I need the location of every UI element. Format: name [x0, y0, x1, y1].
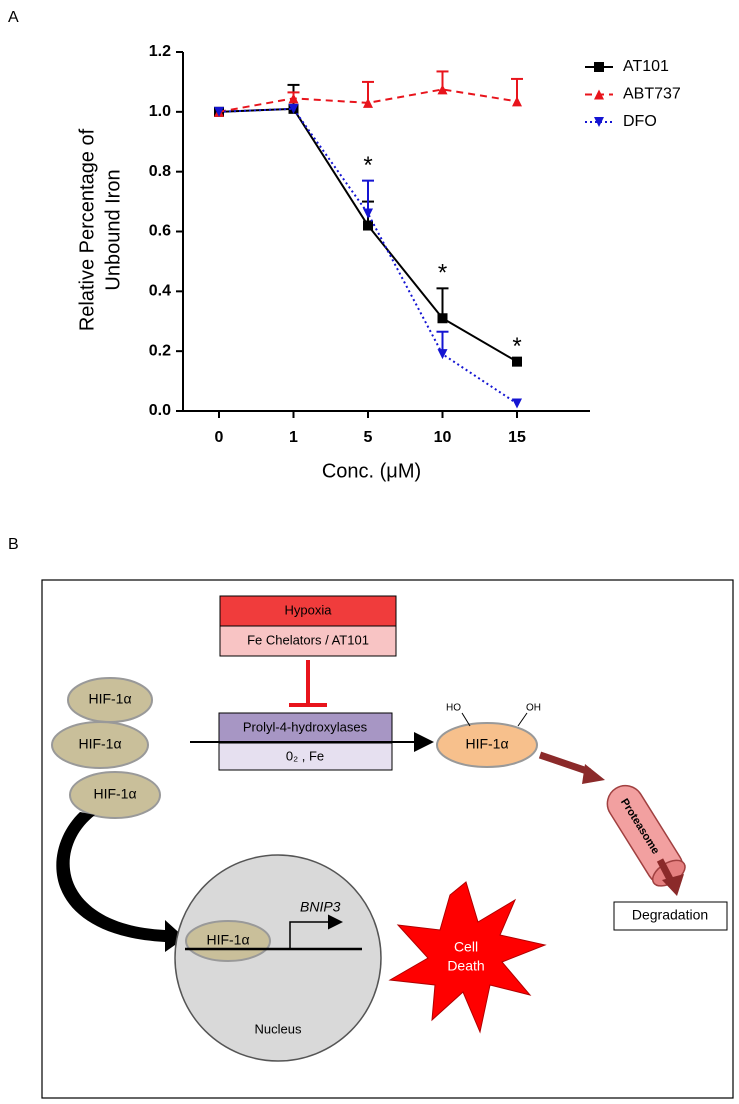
translocation-arrow	[56, 812, 185, 952]
marker	[594, 117, 604, 127]
marker	[437, 313, 448, 324]
cell-death-star	[388, 881, 547, 1034]
y-tick-label: 0.2	[149, 342, 171, 359]
y-axis-label: Relative Percentage of	[76, 128, 98, 331]
marker	[512, 398, 522, 409]
x-tick-label: 0	[215, 429, 224, 446]
marker	[512, 356, 522, 367]
legend-label: DFO	[623, 113, 657, 130]
y-tick-label: 1.0	[149, 103, 171, 120]
ho-label: HO	[446, 703, 461, 714]
oh-label: OH	[526, 703, 541, 714]
gene-label: BNIP3	[300, 899, 341, 915]
legend-label: AT101	[623, 58, 669, 75]
y-tick-label: 0.0	[149, 402, 171, 419]
x-tick-label: 10	[434, 429, 452, 446]
diagram: Hypoxia Fe Chelators / AT101 Prolyl-4-hy…	[41, 579, 734, 1099]
proteasome: Proteasome	[606, 784, 686, 887]
marker	[363, 97, 373, 108]
enzyme-box	[218, 712, 393, 744]
panel-label: B	[8, 536, 19, 553]
marker	[437, 84, 448, 95]
marker	[594, 89, 604, 100]
hif-ellipse	[436, 722, 538, 768]
marker	[288, 103, 299, 114]
cell-death-label: Cell	[454, 939, 478, 955]
hif-label: HIF-1α	[88, 691, 131, 707]
chelator-box	[219, 625, 397, 657]
series-line	[218, 107, 518, 405]
arrowhead	[662, 874, 684, 896]
y-axis-label: Unbound Iron	[102, 169, 124, 290]
degradation-label: Degradation	[632, 907, 708, 923]
y-tick-label: 1.2	[149, 43, 171, 60]
chelator-label: Fe Chelators / AT101	[247, 632, 369, 647]
hif-label: HIF-1α	[206, 932, 249, 948]
arrowhead	[582, 764, 605, 784]
marker	[288, 93, 299, 104]
x-tick-label: 5	[364, 429, 373, 446]
hif-label: HIF-1α	[93, 786, 136, 802]
gene-arrow	[289, 914, 343, 949]
enzyme-label: Prolyl-4-hydroxylases	[243, 719, 368, 734]
significance: *	[512, 333, 521, 360]
bond	[517, 712, 528, 727]
legend-label: ABT737	[623, 86, 681, 103]
marker	[214, 106, 224, 117]
cell-death-label: Death	[447, 958, 484, 974]
degradation-arrow	[538, 751, 592, 776]
nucleus-label: Nucleus	[255, 1021, 302, 1036]
y-tick-label: 0.4	[149, 283, 171, 300]
marker	[512, 96, 522, 107]
bond	[461, 712, 471, 727]
hif-ellipse	[69, 771, 161, 819]
cofactor-label: 0₂ , Fe	[286, 748, 324, 763]
marker	[363, 220, 373, 231]
hypoxia-label: Hypoxia	[285, 602, 333, 617]
series-line	[218, 107, 518, 363]
x-axis-label: Conc. (μM)	[322, 460, 421, 482]
significance: *	[438, 260, 447, 287]
significance: *	[363, 152, 372, 179]
frame	[41, 579, 734, 1099]
x-tick-label: 15	[508, 429, 526, 446]
y-tick-label: 0.8	[149, 163, 171, 180]
x-tick-label: 1	[289, 429, 298, 446]
panel-label: A	[8, 9, 19, 26]
marker	[363, 208, 373, 219]
degradation-box	[613, 901, 728, 931]
y-tick-label: 0.6	[149, 223, 171, 240]
hif-label: HIF-1α	[78, 736, 121, 752]
marker	[437, 349, 448, 360]
hif-label: HIF-1α	[465, 736, 508, 752]
marker	[594, 62, 604, 72]
hif-ellipse	[51, 721, 149, 769]
nucleus	[174, 854, 382, 1062]
hif-ellipse	[185, 920, 271, 962]
